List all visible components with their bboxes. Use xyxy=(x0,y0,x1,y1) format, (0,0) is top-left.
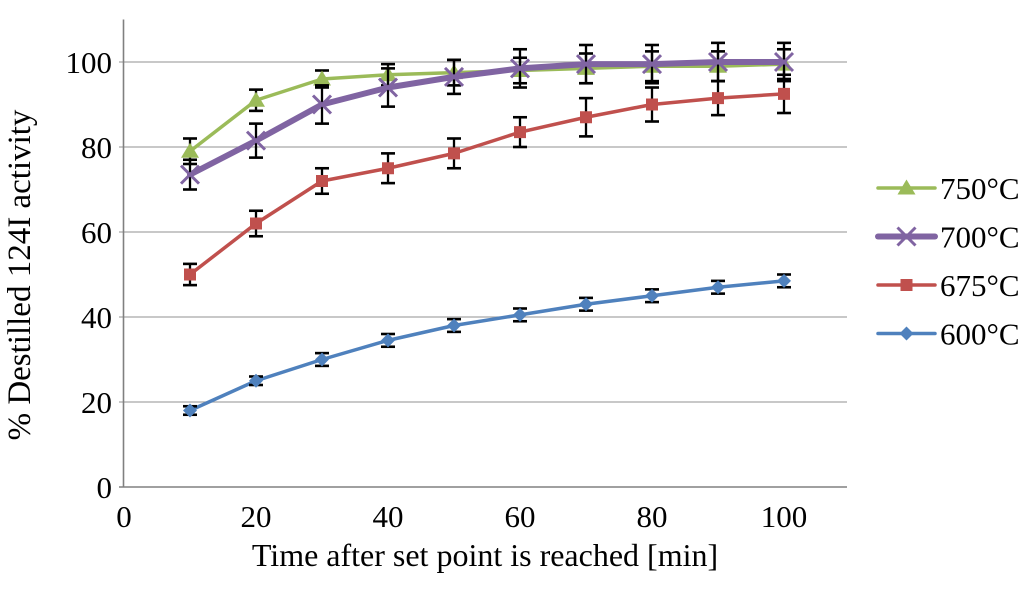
triangle-marker xyxy=(181,142,199,158)
legend-item-675°C: 675°C xyxy=(876,268,1020,303)
x-tick-label-20: 20 xyxy=(241,499,272,534)
x-marker xyxy=(509,58,531,79)
x-marker xyxy=(641,54,663,75)
square-marker xyxy=(580,111,592,124)
legend-label: 700°C xyxy=(940,220,1020,255)
y-tick-label-20: 20 xyxy=(81,385,112,420)
legend-item-700°C: 700°C xyxy=(875,220,1020,255)
y-tick-label-100: 100 xyxy=(66,45,113,80)
legend-label: 675°C xyxy=(940,268,1020,303)
series-line-700°C xyxy=(187,59,787,178)
legend-item-600°C: 600°C xyxy=(876,317,1020,352)
series-675°C xyxy=(183,73,791,287)
y-tick-labels: 0 20 40 60 80 100 xyxy=(66,45,113,505)
square-marker xyxy=(316,175,328,187)
legend-label: 600°C xyxy=(940,317,1020,352)
legend-item-750°C: 750°C xyxy=(876,171,1020,206)
triangle-marker xyxy=(247,91,265,107)
x-tick-label-40: 40 xyxy=(373,499,404,534)
legend-label: 750°C xyxy=(940,171,1020,206)
markers-675°C xyxy=(184,87,790,281)
diamond-marker xyxy=(711,280,725,295)
diamond-marker xyxy=(315,352,329,367)
y-tick-label-0: 0 xyxy=(97,470,113,505)
diamond-marker xyxy=(579,297,593,312)
square-marker xyxy=(514,126,526,139)
markers-600°C xyxy=(183,273,791,418)
diamond-marker xyxy=(183,403,197,418)
legend: 750°C 700°C 675°C 600°C xyxy=(875,171,1020,352)
square-marker xyxy=(712,92,724,105)
legend-square-marker-icon xyxy=(900,279,913,291)
axes xyxy=(119,19,847,488)
y-tick-label-40: 40 xyxy=(81,300,112,335)
markers-700°C xyxy=(179,51,795,185)
square-marker xyxy=(778,87,790,100)
diamond-marker xyxy=(249,373,263,388)
error-bars-675°C xyxy=(183,73,791,287)
diamond-marker xyxy=(447,318,461,333)
x-marker xyxy=(311,94,333,115)
legend-x-marker-icon xyxy=(896,226,917,247)
square-marker xyxy=(250,217,262,230)
x-tick-label-60: 60 xyxy=(505,499,536,534)
y-axis-title: % Destilled 124I activity xyxy=(2,109,38,440)
series-line-750°C xyxy=(188,62,786,153)
square-marker xyxy=(382,162,394,175)
x-marker xyxy=(377,77,399,98)
x-marker xyxy=(245,130,267,151)
x-tick-label-0: 0 xyxy=(116,499,132,534)
series-600°C xyxy=(183,273,791,418)
square-marker xyxy=(646,98,658,111)
x-tick-label-80: 80 xyxy=(637,499,668,534)
x-axis-title: Time after set point is reached [min] xyxy=(252,537,718,573)
square-marker xyxy=(448,147,460,160)
series-group xyxy=(179,41,795,418)
diamond-marker xyxy=(777,273,791,288)
diamond-marker xyxy=(381,333,395,348)
x-tick-label-100: 100 xyxy=(761,499,808,534)
x-tick-labels: 0 20 40 60 80 100 xyxy=(116,499,807,534)
legend-triangle-marker-icon xyxy=(897,179,916,195)
series-700°C xyxy=(179,41,795,191)
series-750°C xyxy=(181,47,793,166)
x-marker xyxy=(179,164,201,185)
square-marker xyxy=(184,268,196,281)
series-line-675°C xyxy=(188,92,786,277)
diamond-marker xyxy=(645,288,659,303)
x-marker xyxy=(575,54,597,75)
y-tick-label-60: 60 xyxy=(81,215,112,250)
diamond-marker xyxy=(513,307,527,322)
error-bars-600°C xyxy=(183,273,791,417)
x-marker xyxy=(773,51,795,73)
y-tick-label-80: 80 xyxy=(81,130,112,165)
series-line-600°C xyxy=(188,279,786,413)
x-marker xyxy=(443,66,465,87)
legend-diamond-marker-icon xyxy=(899,326,914,341)
triangle-marker xyxy=(313,70,331,86)
x-marker xyxy=(707,51,729,73)
gridlines xyxy=(119,61,847,403)
